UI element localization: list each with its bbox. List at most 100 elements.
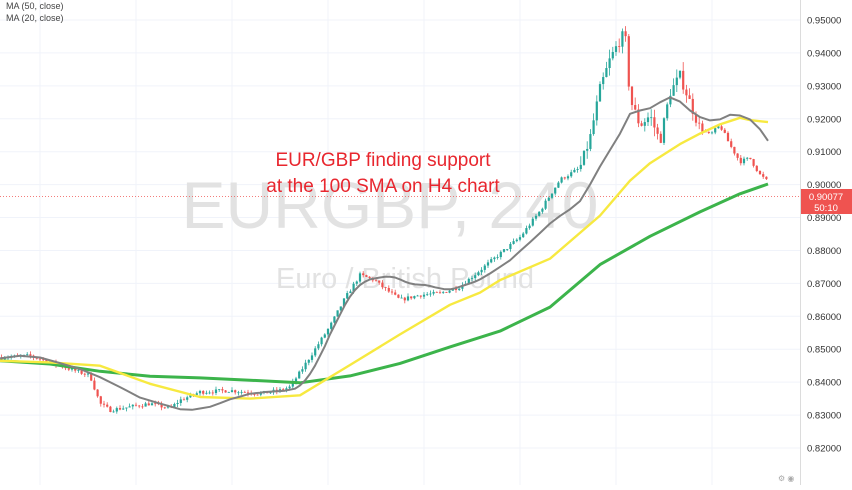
- candle-body: [714, 128, 717, 133]
- candle-body: [730, 141, 733, 147]
- candle-body: [752, 159, 755, 166]
- candle-body: [227, 391, 230, 393]
- candle-body: [240, 391, 243, 393]
- candle-body: [467, 278, 470, 284]
- candle-body: [99, 396, 102, 404]
- candle-body: [237, 392, 240, 394]
- price-tag-value: 0.90077: [809, 192, 843, 203]
- candle-body: [179, 399, 182, 403]
- candle-body: [557, 182, 560, 188]
- candle-body: [717, 126, 720, 129]
- candle-body: [381, 282, 384, 288]
- y-tick-label: 0.88000: [807, 246, 841, 257]
- candle-body: [323, 334, 326, 338]
- candle-body: [336, 310, 339, 317]
- candle-body: [122, 408, 125, 410]
- candle-body: [688, 95, 691, 99]
- candle-body: [112, 411, 115, 413]
- candle-body: [474, 275, 477, 279]
- candle-body: [419, 295, 422, 297]
- candle-body: [106, 404, 109, 407]
- y-tick-label: 0.92000: [807, 114, 841, 125]
- annotation-line-2: at the 100 SMA on H4 chart: [266, 176, 500, 197]
- y-tick-label: 0.84000: [807, 378, 841, 389]
- candle-body: [326, 328, 330, 335]
- candle-body: [118, 408, 122, 410]
- candle-body: [298, 371, 301, 379]
- candle-body: [749, 157, 752, 160]
- candle-body: [496, 257, 499, 258]
- candle-body: [621, 31, 624, 47]
- candle-body: [96, 389, 99, 397]
- candle-body: [80, 370, 83, 374]
- candle-body: [339, 306, 342, 311]
- y-tick-label: 0.95000: [807, 16, 841, 27]
- y-tick-label: 0.90000: [807, 180, 841, 191]
- candle-body: [182, 399, 186, 401]
- y-tick-label: 0.94000: [807, 48, 841, 59]
- candle-body: [243, 391, 246, 393]
- candle-body: [525, 228, 528, 234]
- candle-body: [672, 85, 675, 96]
- candle-body: [605, 68, 608, 78]
- candle-body: [74, 368, 77, 371]
- candle-body: [640, 123, 643, 126]
- candle-body: [186, 397, 189, 400]
- candle-body: [618, 46, 621, 47]
- candle-body: [42, 359, 45, 361]
- candle-body: [442, 292, 445, 293]
- candle-body: [86, 373, 90, 375]
- candle-body: [138, 405, 141, 407]
- candle-body: [470, 278, 474, 279]
- candle-body: [253, 394, 256, 395]
- y-tick-label: 0.86000: [807, 312, 841, 323]
- candle-body: [413, 296, 416, 299]
- candle-body: [342, 298, 346, 307]
- candle-body: [205, 392, 208, 394]
- candle-body: [733, 146, 736, 154]
- candle-body: [160, 403, 163, 408]
- candle-body: [611, 51, 614, 59]
- settings-icon[interactable]: ⚙ ◉: [778, 474, 795, 483]
- price-tag: [801, 189, 852, 214]
- candle-body: [662, 118, 666, 143]
- candle-body: [512, 241, 515, 244]
- candle-body: [291, 381, 294, 387]
- legend: MA (50, close) MA (20, close): [6, 0, 64, 24]
- series-line-ma20: [0, 96, 769, 411]
- candle-body: [560, 177, 563, 183]
- candle-body: [378, 280, 381, 283]
- price-tag-countdown: 50:10: [814, 203, 838, 214]
- candle-body: [320, 337, 323, 345]
- candle-body: [269, 392, 272, 394]
- candle-body: [102, 403, 106, 405]
- candle-body: [29, 354, 32, 356]
- watermark-symbol: EURGBP, 240: [181, 168, 598, 242]
- candle-body: [438, 292, 442, 294]
- candle-body: [445, 292, 448, 293]
- candle-body: [163, 407, 166, 409]
- candle-body: [176, 402, 179, 404]
- candle-body: [515, 239, 518, 242]
- candle-body: [477, 272, 480, 276]
- candle-body: [614, 46, 618, 52]
- price-axis: 0.95000 0.94000 0.93000 0.92000 0.91000 0.900…: [807, 16, 841, 455]
- candle-body: [675, 77, 678, 86]
- candle-body: [314, 348, 317, 356]
- candle-body: [115, 408, 118, 412]
- y-tick-label: 0.85000: [807, 345, 841, 356]
- moving-averages: [0, 96, 769, 411]
- candle-body: [154, 403, 157, 405]
- candle-body: [410, 296, 413, 299]
- candle-body: [608, 58, 611, 69]
- candle-body: [544, 200, 547, 209]
- candle-body: [352, 283, 355, 292]
- candle-body: [573, 169, 576, 173]
- candle-body: [317, 344, 320, 349]
- candle-body: [349, 291, 352, 294]
- candle-body: [509, 243, 512, 250]
- candle-body: [707, 131, 710, 133]
- candle-body: [397, 294, 400, 298]
- candle-body: [125, 407, 128, 409]
